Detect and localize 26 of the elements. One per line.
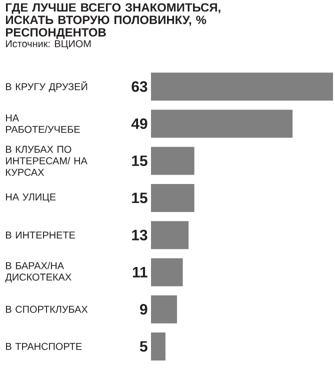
bar (151, 184, 194, 212)
text: Источник: ВЦИОМ (6, 40, 91, 50)
data-label: 15 (132, 156, 148, 166)
y-tick-label: В БАРАХ/НА ДИСКОТЕКАХ (5, 262, 72, 283)
bar (151, 110, 293, 138)
bar (151, 258, 183, 286)
data-label: 9 (140, 304, 148, 315)
chart-title: ГДЕ ЛУЧШЕ ВСЕГО ЗНАКОМИТЬСЯ, ИСКАТЬ ВТОРУЮ ПОЛОВИНКУ, % РЕСПОНДЕНТОВ (6, 3, 220, 39)
y-tick-label: В ИНТЕРНЕТЕ (6, 232, 76, 238)
bar (151, 295, 177, 324)
data-label: 15 (132, 192, 148, 204)
data-label: 5 (140, 341, 148, 352)
y-tick-label: НА РАБОТЕ/УЧЕБЕ (6, 114, 80, 133)
data-label: 63 (132, 81, 148, 92)
bar (151, 72, 333, 101)
data-label: 49 (131, 118, 148, 129)
bar (151, 146, 194, 175)
bar (151, 221, 189, 250)
y-tick-label: НА УЛИЦЕ (6, 194, 56, 202)
y-tick-label: В КРУГУ ДРУЗЕЙ (6, 81, 88, 92)
bar (151, 332, 166, 360)
y-tick-label: В СПОРТКЛУБАХ (6, 306, 88, 313)
data-label: 13 (132, 230, 148, 240)
data-label: 11 (132, 267, 148, 278)
y-tick-label: В КЛУБАХ ПО ИНТЕРЕСАМ/ НА КУРСАХ (6, 146, 88, 176)
y-tick-label: В ТРАНСПОРТЕ (6, 342, 82, 350)
